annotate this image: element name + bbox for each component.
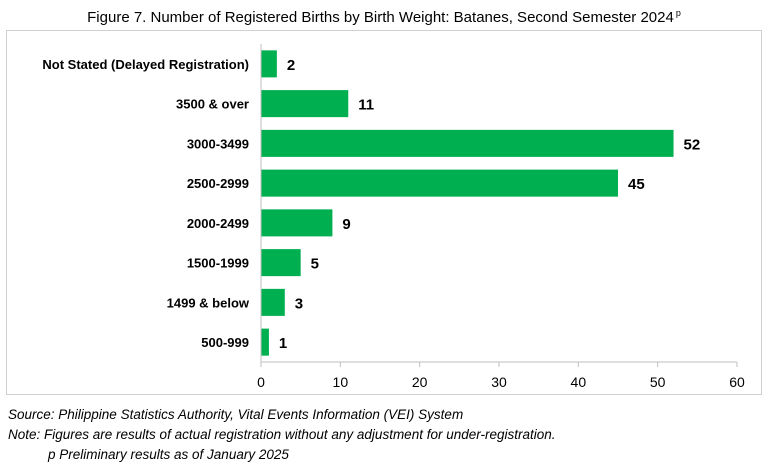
category-label-2: 3000-3499	[187, 136, 249, 151]
bar-0	[261, 50, 277, 78]
x-tick-label-6: 60	[729, 374, 745, 390]
bar-7	[261, 328, 269, 356]
category-label-3: 2500-2999	[187, 176, 249, 191]
data-label-2: 52	[684, 136, 701, 153]
x-tick-label-5: 50	[650, 374, 666, 390]
data-label-1: 11	[358, 97, 374, 114]
title-superscript: p	[675, 8, 681, 18]
x-tick-label-1: 10	[333, 374, 349, 390]
data-label-5: 5	[311, 256, 319, 273]
category-label-1: 3500 & over	[176, 97, 249, 112]
x-tick-label-4: 40	[571, 374, 587, 390]
data-label-3: 45	[628, 176, 645, 193]
bar-6	[261, 288, 285, 316]
bar-4	[261, 209, 333, 237]
bar-1	[261, 90, 349, 118]
footnotes: Source: Philippine Statistics Authority,…	[8, 405, 556, 465]
data-label-6: 3	[295, 295, 303, 312]
bar-2	[261, 129, 674, 157]
chart-title-text: Figure 7. Number of Registered Births by…	[87, 9, 674, 26]
category-label-5: 1500-1999	[187, 256, 249, 271]
category-label-6: 1499 & below	[167, 295, 250, 310]
x-tick-label-2: 20	[412, 374, 428, 390]
chart-title: Figure 7. Number of Registered Births by…	[0, 8, 768, 26]
x-tick-label-0: 0	[257, 374, 265, 390]
data-label-4: 9	[342, 216, 350, 233]
registration-note: Note: Figures are results of actual regi…	[8, 427, 556, 442]
x-tick-label-3: 30	[491, 374, 507, 390]
bar-3	[261, 169, 618, 197]
bar-5	[261, 249, 301, 277]
chart-frame	[6, 30, 762, 395]
preliminary-note: p Preliminary results as of January 2025	[48, 447, 289, 462]
category-label-7: 500-999	[201, 335, 249, 350]
data-label-0: 2	[287, 57, 295, 74]
category-label-4: 2000-2499	[187, 216, 249, 231]
source-note: Source: Philippine Statistics Authority,…	[8, 407, 464, 422]
data-label-7: 1	[279, 335, 287, 352]
category-label-0: Not Stated (Delayed Registration)	[42, 57, 249, 72]
